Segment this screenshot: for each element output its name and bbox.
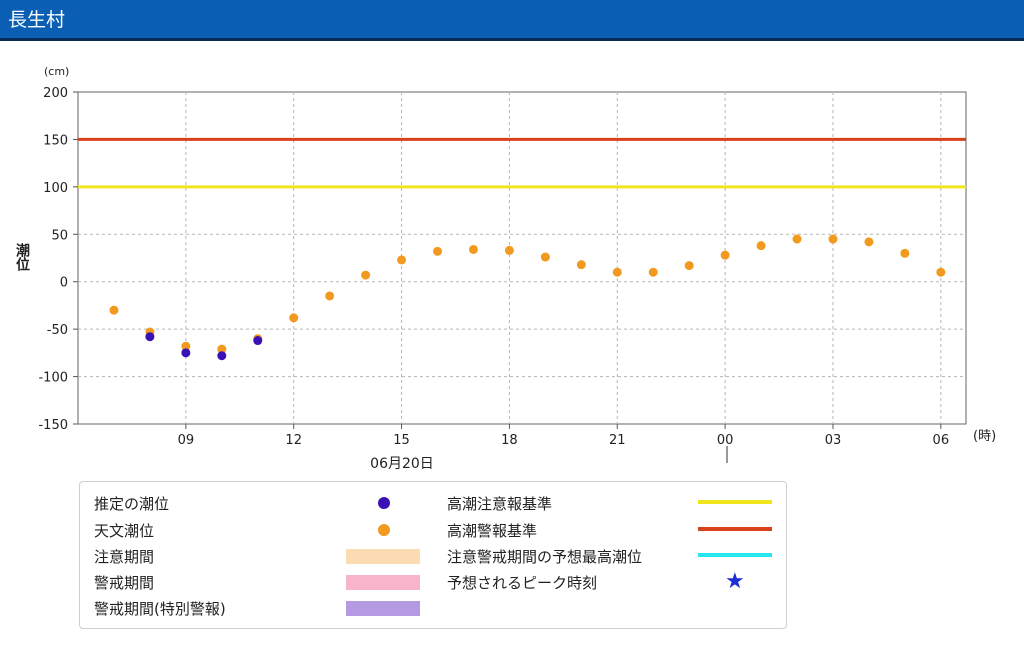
tide-point bbox=[433, 246, 443, 256]
legend-warning-period-swatch bbox=[346, 575, 420, 590]
tide-point bbox=[612, 267, 622, 277]
tide-point bbox=[109, 305, 119, 315]
x-tick-label: 06 bbox=[933, 433, 950, 448]
x-tick-label: 18 bbox=[501, 433, 518, 448]
y-unit-label: (cm) bbox=[44, 65, 69, 78]
legend-peak-time-label: 予想されるピーク時刻 bbox=[447, 574, 598, 592]
tide-point bbox=[181, 348, 191, 358]
tide-point bbox=[181, 341, 191, 351]
tide-point bbox=[397, 255, 407, 265]
tide-point bbox=[576, 260, 586, 270]
y-axis-label-1: 潮位 bbox=[14, 242, 30, 272]
star-icon: ★ bbox=[725, 569, 745, 594]
date-label: 06月20日 bbox=[370, 456, 434, 472]
tide-point bbox=[684, 261, 694, 271]
y-tick-label: 0 bbox=[60, 276, 68, 291]
legend-advisory-label: 高潮注意報基準 bbox=[447, 495, 553, 513]
plot-frame bbox=[77, 91, 967, 425]
legend-estimated-marker bbox=[378, 497, 390, 509]
legend-caution-period-swatch bbox=[346, 549, 420, 564]
legend-advisory-line bbox=[698, 500, 772, 504]
x-tick-label: 21 bbox=[609, 433, 626, 448]
legend: 推定の潮位 天文潮位 注意期間 警戒期間 警戒期間(特別警報) 高潮注意報基準 … bbox=[79, 481, 787, 629]
tide-point bbox=[648, 267, 658, 277]
x-tick-label: 00 bbox=[717, 433, 734, 448]
legend-max-tide-line bbox=[698, 553, 772, 557]
tide-point bbox=[361, 270, 371, 280]
x-tick-label: 15 bbox=[393, 433, 410, 448]
tide-point bbox=[217, 344, 227, 354]
y-tick-label: 150 bbox=[43, 133, 68, 148]
legend-warning-period-label: 警戒期間 bbox=[94, 574, 155, 592]
tide-point bbox=[145, 332, 155, 342]
tide-point bbox=[900, 248, 910, 258]
legend-caution-period-label: 注意期間 bbox=[94, 548, 155, 566]
legend-astronomical-marker bbox=[378, 524, 390, 536]
tide-point bbox=[864, 237, 874, 247]
y-tick-label: 50 bbox=[51, 228, 68, 243]
y-tick-label: -150 bbox=[38, 418, 68, 433]
legend-warning-label: 高潮警報基準 bbox=[447, 522, 538, 540]
y-tick-label: -100 bbox=[38, 371, 68, 386]
legend-estimated-label: 推定の潮位 bbox=[94, 495, 170, 513]
tide-point bbox=[828, 234, 838, 244]
tide-point bbox=[468, 244, 478, 254]
x-tick-label: 03 bbox=[825, 433, 842, 448]
legend-special-warning-swatch bbox=[346, 601, 420, 616]
tide-point bbox=[289, 313, 299, 323]
page-title: 長生村 bbox=[8, 9, 66, 31]
tide-point bbox=[217, 351, 227, 361]
x-tick-label: 12 bbox=[285, 433, 302, 448]
y-tick-label: 100 bbox=[43, 181, 68, 196]
title-bar: 長生村 bbox=[0, 0, 1024, 41]
legend-special-warning-label: 警戒期間(特別警報) bbox=[94, 600, 226, 618]
y-tick-label: 200 bbox=[43, 86, 68, 101]
legend-warning-line bbox=[698, 527, 772, 531]
tide-point bbox=[504, 245, 514, 255]
x-unit-label: (時) bbox=[973, 429, 996, 444]
tide-point bbox=[540, 252, 550, 262]
legend-max-tide-label: 注意警戒期間の予想最高潮位 bbox=[447, 548, 643, 566]
tide-point bbox=[325, 291, 335, 301]
tide-point bbox=[936, 267, 946, 277]
legend-astronomical-label: 天文潮位 bbox=[94, 522, 155, 540]
x-tick-label: 09 bbox=[178, 433, 195, 448]
tide-point bbox=[720, 250, 730, 260]
y-tick-label: -50 bbox=[47, 323, 68, 338]
tide-chart: 200 150 100 50 0 -50 -100 -150 09 12 15 18 21 00 03 06… bbox=[14, 65, 996, 472]
tide-point bbox=[253, 336, 263, 346]
tide-point bbox=[756, 241, 766, 251]
tide-point bbox=[792, 234, 802, 244]
